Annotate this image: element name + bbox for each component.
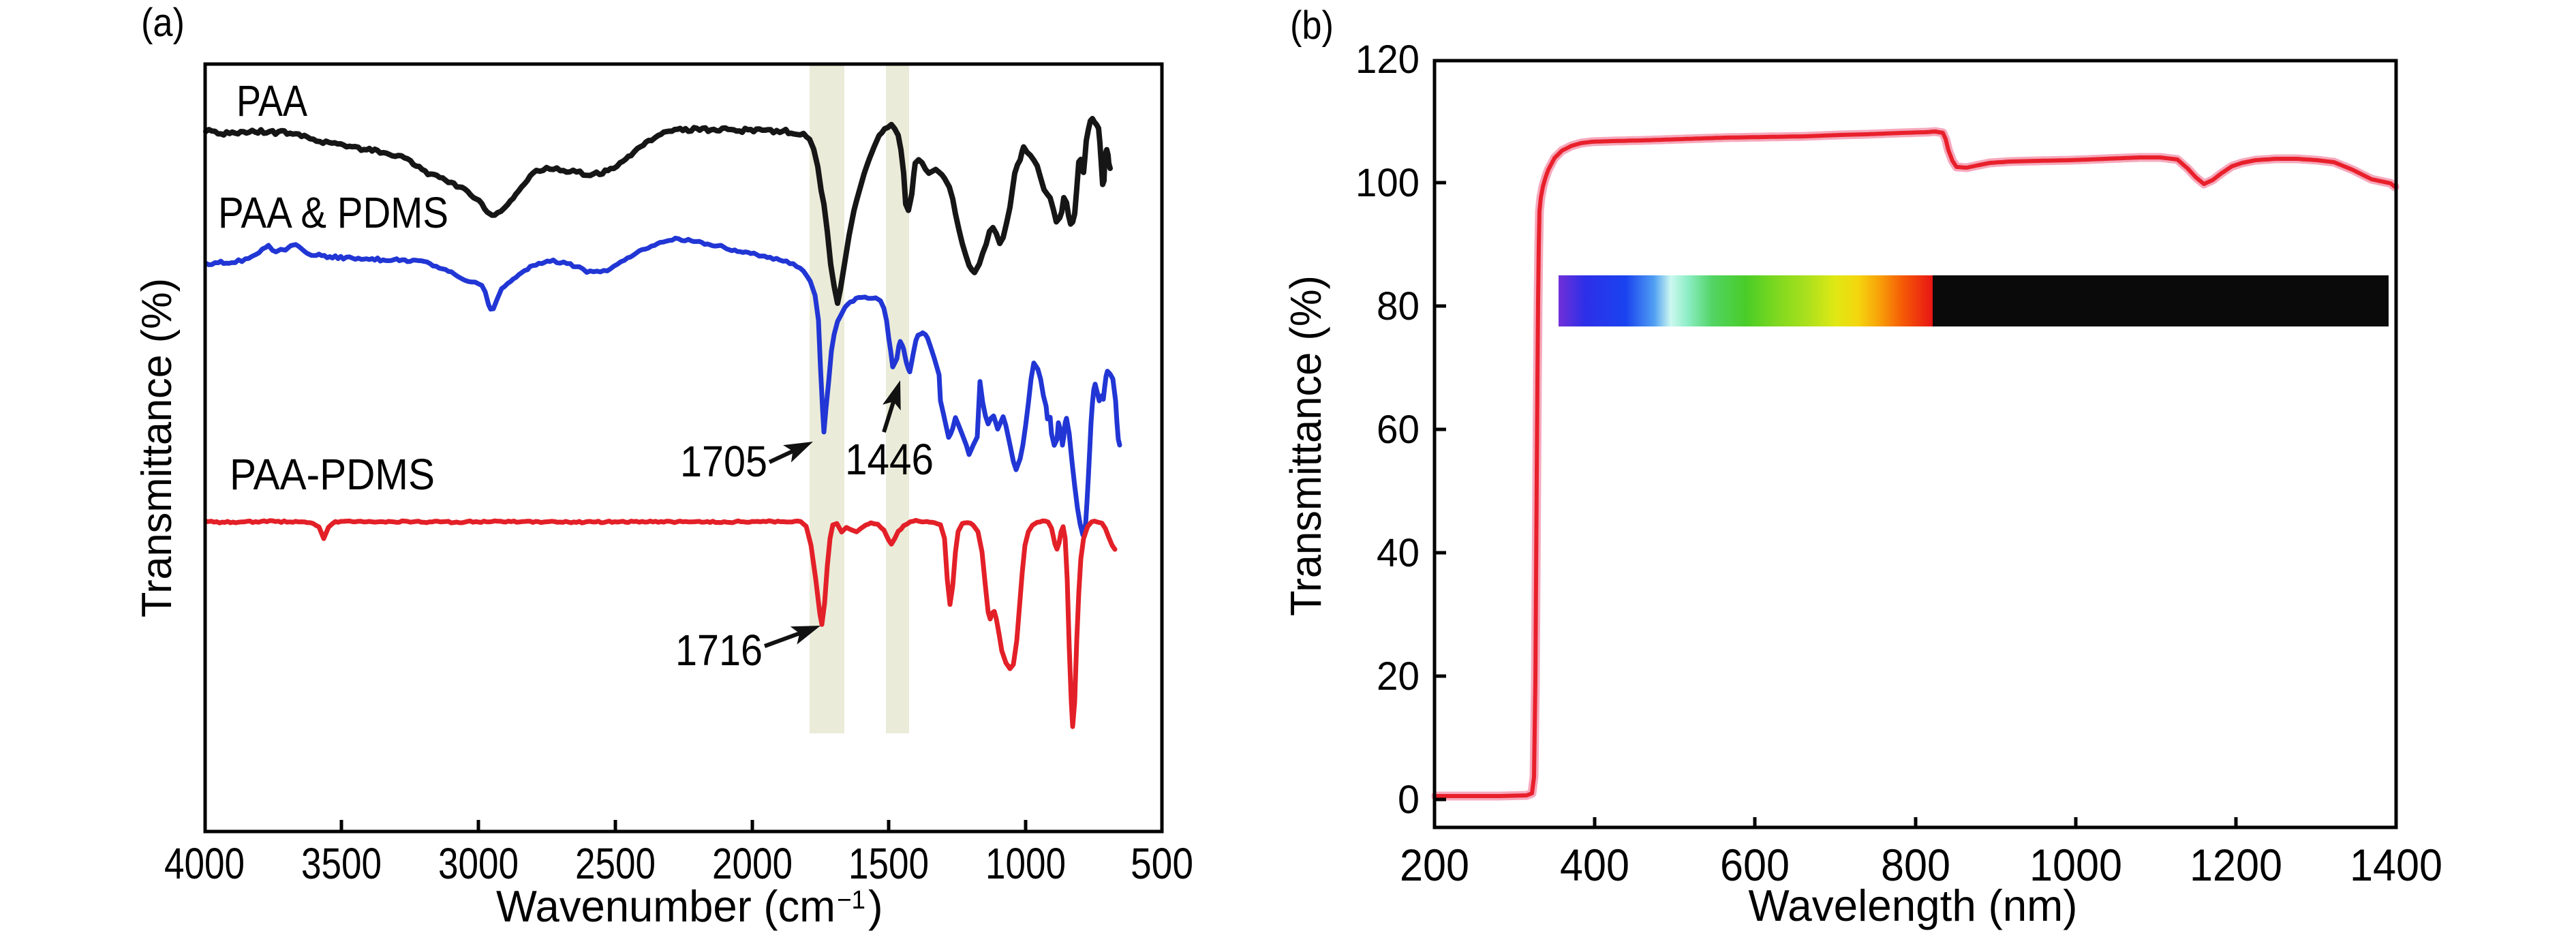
svg-text:Wavelength (nm): Wavelength (nm) <box>1749 881 2078 930</box>
svg-text:100: 100 <box>1355 161 1420 205</box>
svg-text:600: 600 <box>1720 840 1790 890</box>
svg-text:4000: 4000 <box>164 839 245 888</box>
svg-text:0: 0 <box>1398 778 1420 822</box>
svg-text:2000: 2000 <box>712 839 793 888</box>
svg-text:1400: 1400 <box>2350 840 2442 890</box>
svg-text:500: 500 <box>1131 839 1193 888</box>
svg-text:2500: 2500 <box>575 839 656 888</box>
svg-text:1705: 1705 <box>680 437 767 486</box>
svg-text:−1: −1 <box>837 886 865 915</box>
svg-text:(b): (b) <box>1290 3 1334 48</box>
svg-text:): ) <box>868 881 883 931</box>
svg-text:20: 20 <box>1377 654 1420 699</box>
svg-text:Wavenumber (cm: Wavenumber (cm <box>496 881 835 931</box>
svg-text:3500: 3500 <box>301 839 382 888</box>
svg-text:80: 80 <box>1377 284 1420 329</box>
svg-text:3000: 3000 <box>438 839 519 888</box>
svg-text:Transmittance (%): Transmittance (%) <box>1281 275 1330 616</box>
svg-text:PAA & PDMS: PAA & PDMS <box>218 188 448 237</box>
svg-text:(a): (a) <box>141 1 185 45</box>
svg-text:1000: 1000 <box>2029 840 2122 890</box>
svg-text:1716: 1716 <box>675 626 763 675</box>
svg-text:PAA: PAA <box>236 76 307 125</box>
svg-text:1000: 1000 <box>985 839 1066 888</box>
svg-text:800: 800 <box>1881 840 1950 890</box>
svg-text:200: 200 <box>1400 840 1469 890</box>
svg-text:Transmittance (%): Transmittance (%) <box>134 278 181 617</box>
svg-text:1200: 1200 <box>2190 840 2282 890</box>
svg-text:40: 40 <box>1377 531 1420 575</box>
svg-text:120: 120 <box>1355 37 1420 82</box>
svg-text:400: 400 <box>1560 840 1629 890</box>
svg-text:1446: 1446 <box>845 435 934 484</box>
svg-text:1500: 1500 <box>848 839 929 888</box>
svg-text:PAA-PDMS: PAA-PDMS <box>230 450 435 499</box>
svg-text:60: 60 <box>1377 408 1420 452</box>
